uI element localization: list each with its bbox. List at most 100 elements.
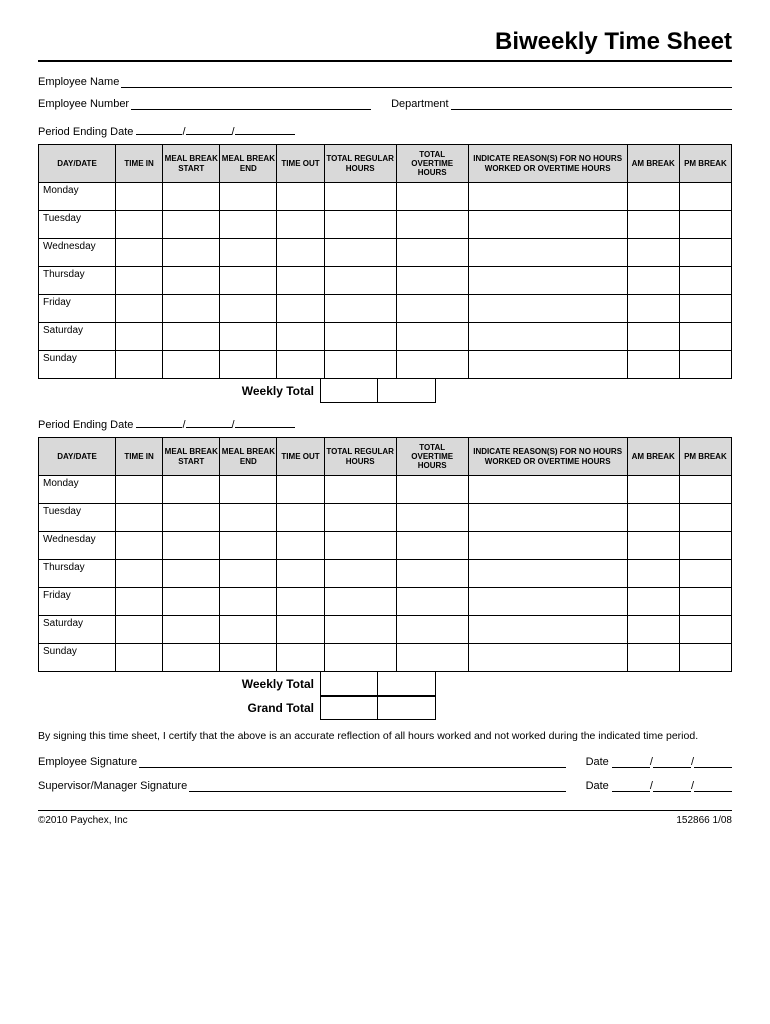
entry-cell[interactable]	[324, 644, 396, 672]
entry-cell[interactable]	[679, 267, 731, 295]
entry-cell[interactable]	[116, 351, 163, 379]
weekly-total-regular-2[interactable]	[320, 672, 378, 696]
entry-cell[interactable]	[277, 239, 324, 267]
entry-cell[interactable]	[396, 267, 468, 295]
entry-cell[interactable]	[627, 616, 679, 644]
entry-cell[interactable]	[324, 351, 396, 379]
emp-date-c[interactable]	[694, 757, 732, 768]
entry-cell[interactable]	[220, 560, 277, 588]
entry-cell[interactable]	[679, 295, 731, 323]
emp-date-a[interactable]	[612, 757, 650, 768]
entry-cell[interactable]	[627, 183, 679, 211]
department-field[interactable]	[451, 98, 732, 110]
entry-cell[interactable]	[277, 351, 324, 379]
entry-cell[interactable]	[324, 588, 396, 616]
entry-cell[interactable]	[396, 323, 468, 351]
entry-cell[interactable]	[396, 183, 468, 211]
entry-cell[interactable]	[116, 295, 163, 323]
entry-cell[interactable]	[163, 644, 220, 672]
grand-total-regular[interactable]	[320, 696, 378, 720]
entry-cell[interactable]	[468, 504, 627, 532]
entry-cell[interactable]	[679, 532, 731, 560]
entry-cell[interactable]	[277, 476, 324, 504]
entry-cell[interactable]	[679, 644, 731, 672]
entry-cell[interactable]	[627, 239, 679, 267]
entry-cell[interactable]	[468, 323, 627, 351]
entry-cell[interactable]	[468, 560, 627, 588]
entry-cell[interactable]	[116, 616, 163, 644]
entry-cell[interactable]	[163, 183, 220, 211]
entry-cell[interactable]	[324, 267, 396, 295]
entry-cell[interactable]	[163, 267, 220, 295]
entry-cell[interactable]	[396, 239, 468, 267]
entry-cell[interactable]	[396, 295, 468, 323]
entry-cell[interactable]	[627, 267, 679, 295]
entry-cell[interactable]	[396, 560, 468, 588]
entry-cell[interactable]	[220, 267, 277, 295]
period-date-1b[interactable]	[186, 124, 232, 135]
entry-cell[interactable]	[627, 560, 679, 588]
entry-cell[interactable]	[220, 504, 277, 532]
entry-cell[interactable]	[163, 588, 220, 616]
entry-cell[interactable]	[627, 476, 679, 504]
entry-cell[interactable]	[163, 351, 220, 379]
entry-cell[interactable]	[679, 504, 731, 532]
entry-cell[interactable]	[116, 476, 163, 504]
entry-cell[interactable]	[277, 504, 324, 532]
entry-cell[interactable]	[324, 323, 396, 351]
entry-cell[interactable]	[324, 504, 396, 532]
entry-cell[interactable]	[468, 295, 627, 323]
grand-total-overtime[interactable]	[378, 696, 436, 720]
entry-cell[interactable]	[324, 560, 396, 588]
entry-cell[interactable]	[679, 211, 731, 239]
entry-cell[interactable]	[468, 239, 627, 267]
entry-cell[interactable]	[163, 211, 220, 239]
entry-cell[interactable]	[116, 211, 163, 239]
entry-cell[interactable]	[396, 644, 468, 672]
entry-cell[interactable]	[277, 560, 324, 588]
weekly-total-regular-1[interactable]	[320, 379, 378, 403]
entry-cell[interactable]	[679, 616, 731, 644]
entry-cell[interactable]	[396, 476, 468, 504]
period-date-1a[interactable]	[136, 124, 182, 135]
entry-cell[interactable]	[116, 267, 163, 295]
sup-date-b[interactable]	[653, 781, 691, 792]
entry-cell[interactable]	[468, 616, 627, 644]
sup-date-c[interactable]	[694, 781, 732, 792]
entry-cell[interactable]	[627, 295, 679, 323]
entry-cell[interactable]	[220, 476, 277, 504]
entry-cell[interactable]	[116, 644, 163, 672]
sup-date-a[interactable]	[612, 781, 650, 792]
entry-cell[interactable]	[627, 588, 679, 616]
entry-cell[interactable]	[277, 267, 324, 295]
supervisor-signature-field[interactable]	[189, 780, 565, 792]
entry-cell[interactable]	[324, 616, 396, 644]
entry-cell[interactable]	[396, 211, 468, 239]
entry-cell[interactable]	[324, 476, 396, 504]
entry-cell[interactable]	[679, 588, 731, 616]
entry-cell[interactable]	[220, 616, 277, 644]
entry-cell[interactable]	[277, 211, 324, 239]
employee-signature-field[interactable]	[139, 756, 566, 768]
entry-cell[interactable]	[627, 504, 679, 532]
entry-cell[interactable]	[627, 644, 679, 672]
entry-cell[interactable]	[116, 183, 163, 211]
entry-cell[interactable]	[324, 532, 396, 560]
entry-cell[interactable]	[116, 532, 163, 560]
entry-cell[interactable]	[220, 211, 277, 239]
entry-cell[interactable]	[324, 295, 396, 323]
entry-cell[interactable]	[627, 351, 679, 379]
entry-cell[interactable]	[163, 532, 220, 560]
weekly-total-overtime-2[interactable]	[378, 672, 436, 696]
entry-cell[interactable]	[679, 183, 731, 211]
entry-cell[interactable]	[116, 323, 163, 351]
employee-name-field[interactable]	[121, 76, 732, 88]
entry-cell[interactable]	[277, 588, 324, 616]
entry-cell[interactable]	[277, 323, 324, 351]
entry-cell[interactable]	[116, 239, 163, 267]
entry-cell[interactable]	[468, 351, 627, 379]
entry-cell[interactable]	[163, 295, 220, 323]
period-date-2c[interactable]	[235, 417, 295, 428]
entry-cell[interactable]	[468, 532, 627, 560]
entry-cell[interactable]	[396, 351, 468, 379]
